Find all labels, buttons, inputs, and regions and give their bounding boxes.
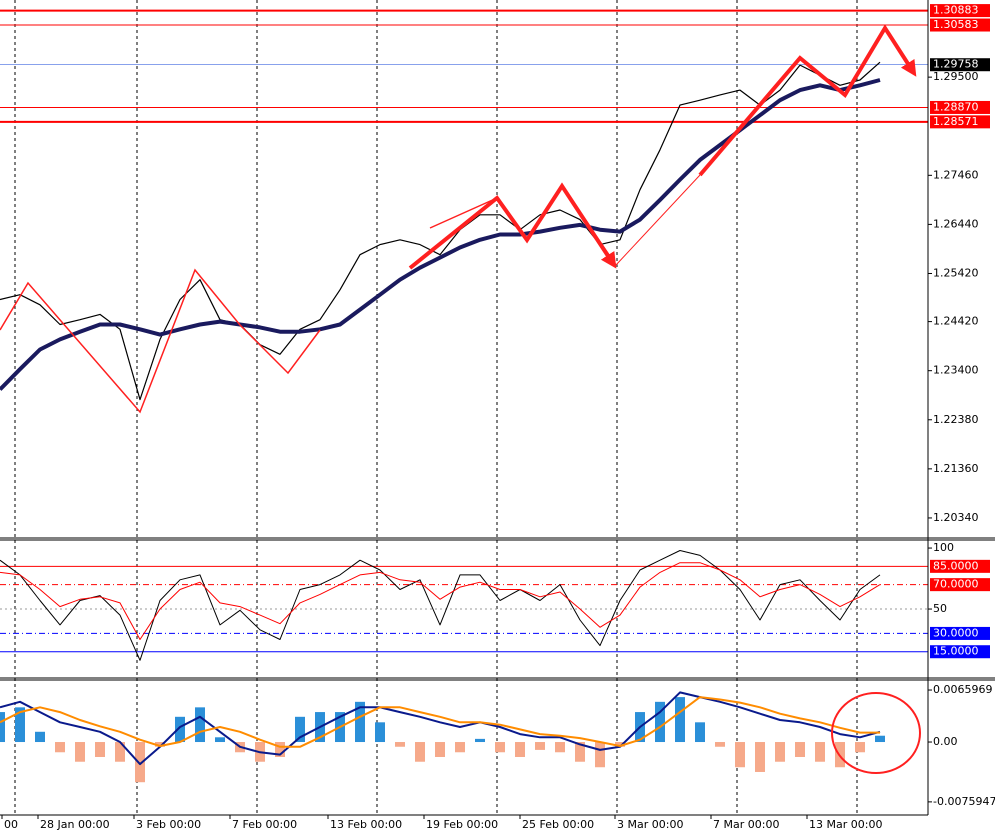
x-tick-label: 13 Mar 00:00 bbox=[809, 818, 882, 831]
y-tick-label: 1.25420 bbox=[933, 266, 979, 279]
level-tag bbox=[930, 578, 990, 592]
level-tag bbox=[930, 559, 990, 573]
histogram-bar bbox=[535, 742, 545, 750]
histogram-bar bbox=[655, 701, 665, 743]
y-tick-label: 1.29500 bbox=[933, 70, 979, 83]
x-tick-label: 3 Feb 00:00 bbox=[136, 818, 201, 831]
histogram-bar bbox=[195, 707, 205, 743]
level-label: 1.28571 bbox=[933, 115, 979, 128]
histogram-bar bbox=[455, 742, 465, 753]
arrow bbox=[408, 182, 617, 270]
frame bbox=[0, 0, 995, 816]
y-tick-label: 100 bbox=[933, 541, 954, 554]
histogram-bar bbox=[55, 742, 65, 753]
y-tick-label: 1.26440 bbox=[933, 217, 979, 230]
y-tick-label: 0.0065969 bbox=[933, 683, 993, 696]
level-label: 1.30883 bbox=[933, 4, 979, 17]
histogram-bar bbox=[75, 742, 85, 762]
histogram-bar bbox=[815, 742, 825, 762]
histogram-bar bbox=[575, 742, 585, 762]
level-tag bbox=[930, 18, 990, 32]
x-tick-label: 25 Feb 00:00 bbox=[522, 818, 594, 831]
histogram-bar bbox=[615, 742, 625, 747]
level-tag bbox=[930, 58, 990, 72]
histogram-bar bbox=[495, 742, 505, 753]
highlight-circle bbox=[831, 692, 921, 774]
level-tag bbox=[930, 626, 990, 640]
x-tick-label: 7 Feb 00:00 bbox=[232, 818, 297, 831]
axes: 1.20340 1.21360 1.22380 1.23400 1.24420 1.254… bbox=[1, 4, 995, 831]
histogram-bar bbox=[595, 742, 605, 768]
arrow bbox=[698, 24, 917, 177]
drawings bbox=[0, 24, 921, 774]
level-label: 30.0000 bbox=[933, 626, 979, 639]
y-tick-label: 0.00 bbox=[933, 735, 958, 748]
histogram-bar bbox=[415, 742, 425, 762]
histogram-bar bbox=[215, 737, 225, 743]
histogram-bar bbox=[875, 735, 885, 743]
level-tag bbox=[930, 4, 990, 18]
series-line bbox=[0, 562, 881, 640]
y-tick-label: 1.24420 bbox=[933, 315, 979, 328]
level-tag bbox=[930, 100, 990, 114]
histogram-bar bbox=[155, 742, 165, 747]
histogram-bar bbox=[695, 722, 705, 743]
level-label: 85.0000 bbox=[933, 559, 979, 572]
histogram-bar bbox=[135, 742, 145, 783]
histogram-bar bbox=[475, 738, 485, 743]
level-label: 70.0000 bbox=[933, 578, 979, 591]
y-tick-label: 1.23400 bbox=[933, 364, 979, 377]
level-tag bbox=[930, 645, 990, 659]
x-tick-label: 19 Feb 00:00 bbox=[426, 818, 498, 831]
level-label: 1.29758 bbox=[933, 58, 979, 71]
y-tick-label: 1.20340 bbox=[933, 511, 979, 524]
histogram-bar bbox=[95, 742, 105, 757]
histogram-bar bbox=[435, 742, 445, 757]
histogram-bar bbox=[355, 701, 365, 743]
trend-line bbox=[615, 174, 701, 266]
histogram-bar bbox=[295, 716, 305, 743]
histogram-bar bbox=[0, 712, 5, 743]
y-tick-label: 1.21360 bbox=[933, 462, 979, 475]
histogram-bar bbox=[795, 742, 805, 757]
x-tick-label: 3 Mar 00:00 bbox=[617, 818, 683, 831]
y-tick-label: 1.22380 bbox=[933, 413, 979, 426]
y-tick-label: 1.27460 bbox=[933, 168, 979, 181]
histogram-bar bbox=[755, 742, 765, 772]
histogram-bar bbox=[115, 742, 125, 762]
histogram-bar bbox=[855, 742, 865, 753]
histogram-bar bbox=[375, 722, 385, 743]
histogram-bar bbox=[35, 731, 45, 743]
x-tick-label: 7 Mar 00:00 bbox=[713, 818, 779, 831]
zigzag bbox=[0, 268, 321, 414]
histogram-bar bbox=[715, 742, 725, 747]
histogram-bar bbox=[175, 716, 185, 743]
x-tick-label: 13 Feb 00:00 bbox=[330, 818, 402, 831]
histogram-bar bbox=[675, 697, 685, 743]
histogram-bar bbox=[775, 742, 785, 762]
y-tick-label: 50 bbox=[933, 602, 947, 615]
histogram-bar bbox=[395, 742, 405, 747]
histogram-bar bbox=[15, 707, 25, 743]
y-tick-label: -0.0075947 bbox=[933, 795, 995, 808]
histogram-bar bbox=[555, 742, 565, 753]
histogram-bar bbox=[515, 742, 525, 757]
series-line bbox=[0, 691, 881, 766]
x-tick-label: 28 Jan 00:00 bbox=[40, 818, 110, 831]
x-tick-label: 00 bbox=[4, 818, 18, 831]
histogram-bar bbox=[735, 742, 745, 768]
level-label: 1.30583 bbox=[933, 18, 979, 31]
level-label: 15.0000 bbox=[933, 645, 979, 658]
series-line bbox=[0, 61, 881, 401]
series-line bbox=[0, 550, 881, 661]
histogram-bar bbox=[275, 742, 285, 757]
level-label: 1.28870 bbox=[933, 100, 979, 113]
vertical-grid bbox=[14, 0, 858, 815]
series-line bbox=[0, 696, 880, 748]
level-tag bbox=[930, 115, 990, 129]
